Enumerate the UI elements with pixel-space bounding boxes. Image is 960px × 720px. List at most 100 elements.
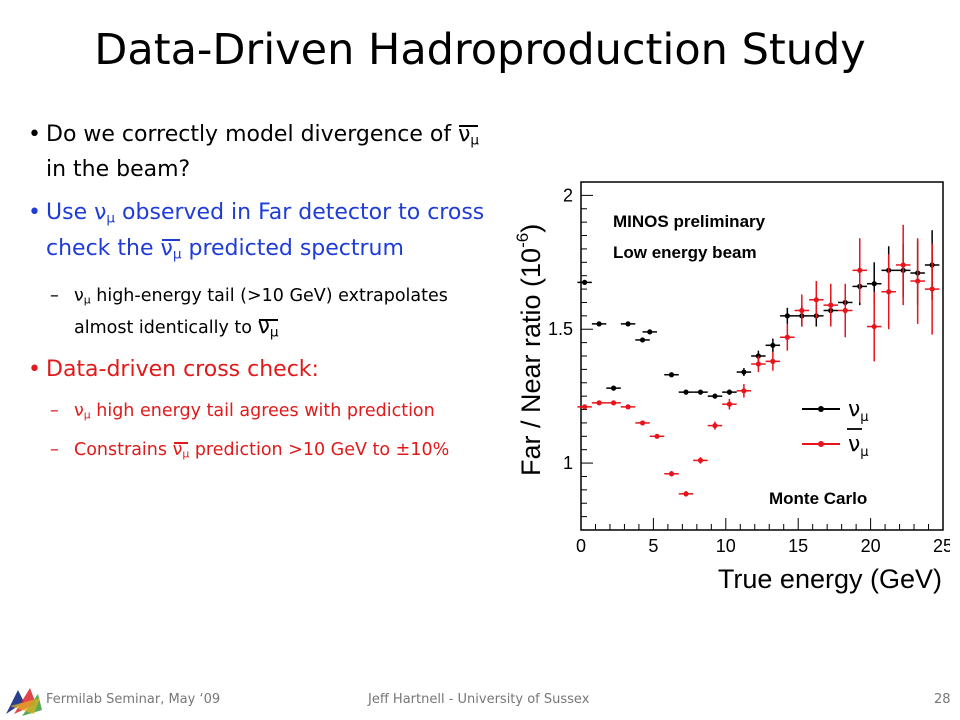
data-point [582,279,588,285]
bullet-far-detector: • Use νμ observed in Far detector to cro… [28,198,498,269]
far-near-ratio-chart: 0 5 10 15 20 25 1 1.5 2 MINOS preliminary Low en… [513,181,950,594]
data-marks [577,224,940,497]
bullet-text: Data-driven cross check: [46,357,319,383]
data-point [668,471,675,477]
data-point [842,307,848,314]
dash-marker: – [50,440,59,461]
nu-glyph: ν [172,440,183,461]
nu-glyph: ν [160,235,173,261]
footer-author: Jeff Hartnell - University of Sussex [368,692,590,707]
data-point [813,297,819,303]
data-point [726,389,733,395]
mu-subscript: μ [269,324,279,341]
data-point [683,491,689,497]
bullet-list: • Do we correctly model divergence of νμ… [28,120,498,476]
bullet-text: Constrains [74,440,173,461]
data-point [697,389,704,395]
data-point [900,262,906,268]
data-point [610,385,617,391]
slide-title: Data-Driven Hadroproduction Study [94,25,866,75]
footer-page-number: 28 [934,692,951,707]
legend-numu-label: νμ [848,397,869,425]
data-point [871,281,877,287]
y-tick-label: 1 [563,453,573,473]
bullet-marker: • [28,122,41,147]
data-point [915,278,921,284]
bullet-text: in the beam? [46,157,191,183]
bullet-text: observed in Far detector to cross check … [46,200,485,261]
mu-subscript: μ [182,447,190,461]
nu-glyph: ν [257,313,270,339]
bullet-text: Use ν [46,200,107,226]
bullet-text: Do we correctly model divergence of [46,122,459,147]
data-point [741,388,747,394]
legend-numubar-label: νμ [848,432,869,460]
data-point [625,404,631,410]
bullet-text: predicted spectrum [181,235,404,261]
nu-glyph: ν [458,122,471,147]
mu-subscript: μ [83,409,91,423]
mu-subscript: μ [106,210,116,227]
data-point [647,329,653,335]
subbullet-constrains: – Constrains νμ prediction >10 GeV to ±1… [28,437,498,468]
mu-subscript: μ [83,293,91,307]
bullet-text: high energy tail agrees with prediction [90,401,435,422]
data-point [755,361,761,367]
data-point [639,337,646,343]
x-tick-label: 0 [576,536,586,556]
data-point [886,289,892,295]
data-point [712,393,718,399]
annotation-beam: Low energy beam [613,243,757,262]
x-tick-label: 5 [648,536,658,556]
data-point [654,433,660,439]
data-point [784,313,790,319]
legend-numubar: νμ [802,428,869,460]
data-point [799,307,805,314]
annotation-mc: Monte Carlo [769,489,867,508]
mu-subscript: μ [470,132,480,149]
dash-marker: – [50,401,59,422]
data-point [770,358,776,364]
subbullet-tail-agrees: – νμ high energy tail agrees with predic… [28,398,498,429]
data-point [596,321,602,327]
numubar-symbol: νμ [458,120,479,155]
bullet-text: high-energy tail (>10 GeV) extrapolates … [74,286,448,338]
bullet-text: ν [74,286,84,307]
experiment-logo-icon [6,688,42,716]
data-point [770,342,776,348]
y-axis-label: Far / Near ratio (10-6) [513,224,546,476]
data-point [726,401,733,407]
x-tick-label: 20 [861,536,881,556]
data-point [639,420,646,426]
data-point [784,334,790,340]
legend: νμ νμ [802,397,869,460]
data-point [712,423,718,429]
footer-venue: Fermilab Seminar, May ‘09 [46,692,221,707]
legend-numu: νμ [802,397,869,425]
x-tick-label: 25 [933,536,950,556]
bullet-marker: • [28,357,41,383]
bullet-text: ν [74,401,84,422]
dash-marker: – [50,286,59,307]
data-point [697,457,704,463]
bullet-text: prediction >10 GeV to ±10% [189,440,450,461]
y-tick-label: 2 [563,185,573,205]
axes: 0 5 10 15 20 25 1 1.5 2 [548,185,950,556]
data-point [596,400,602,406]
y-tick-label: 1.5 [548,319,573,339]
data-point [582,404,588,410]
numubar-symbol: νμ [173,437,190,468]
x-tick-label: 15 [788,536,808,556]
data-point [857,267,863,273]
data-point [929,286,935,292]
series-numubar [577,224,940,497]
data-point [668,372,675,378]
data-point [741,369,747,375]
bullet-marker: • [28,200,41,226]
data-point [828,302,834,308]
annotation-minos: MINOS preliminary [613,212,766,231]
x-axis-label: True energy (GeV) [718,564,942,594]
x-tick-label: 10 [716,536,736,556]
bullet-cross-check: • Data-driven cross check: [28,355,498,384]
numubar-symbol: νμ [161,234,182,269]
